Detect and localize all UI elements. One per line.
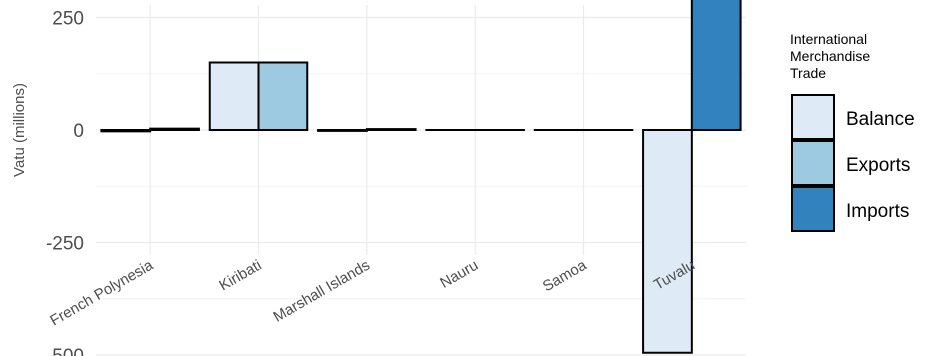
- x-tick-label: Samoa: [540, 256, 590, 295]
- bar-imports: [365, 128, 417, 132]
- legend: International Merchandise Trade Balance E…: [790, 31, 915, 232]
- legend-title-line-1: International: [790, 31, 867, 47]
- y-tick-label: -500: [46, 346, 84, 356]
- x-axis-ticks: French Polynesia Kiribati Marshall Islands…: [47, 256, 698, 329]
- bar-balance: [317, 129, 368, 132]
- bar-imports: [690, 0, 742, 131]
- legend-key-exports: [791, 140, 835, 186]
- y-axis-ticks: -500-2500250500: [46, 9, 84, 356]
- y-axis-label: Vatu (millions): [11, 83, 28, 177]
- bar-balance: [208, 61, 260, 131]
- x-tick-label: Kiribati: [216, 257, 264, 295]
- legend-label-balance: Balance: [846, 109, 915, 130]
- x-tick-label: Nauru: [437, 257, 481, 292]
- x-tick-label: Marshall Islands: [270, 257, 372, 326]
- y-tick-label: -250: [46, 234, 84, 255]
- bars: [100, 0, 742, 354]
- bar-exports: [149, 127, 200, 131]
- y-tick-label: 0: [73, 121, 84, 142]
- legend-title-line-3: Trade: [790, 65, 826, 81]
- legend-key-imports: [791, 186, 835, 232]
- legend-title-line-2: Merchandise: [790, 48, 870, 64]
- y-tick-label: 250: [52, 9, 84, 30]
- legend-label-imports: Imports: [846, 201, 909, 222]
- legend-label-exports: Exports: [846, 155, 910, 176]
- legend-key-balance: [791, 94, 835, 140]
- bar-exports: [257, 61, 309, 131]
- bar-balance: [100, 129, 152, 133]
- bar-balance: [642, 129, 693, 354]
- x-tick-label: French Polynesia: [47, 256, 156, 329]
